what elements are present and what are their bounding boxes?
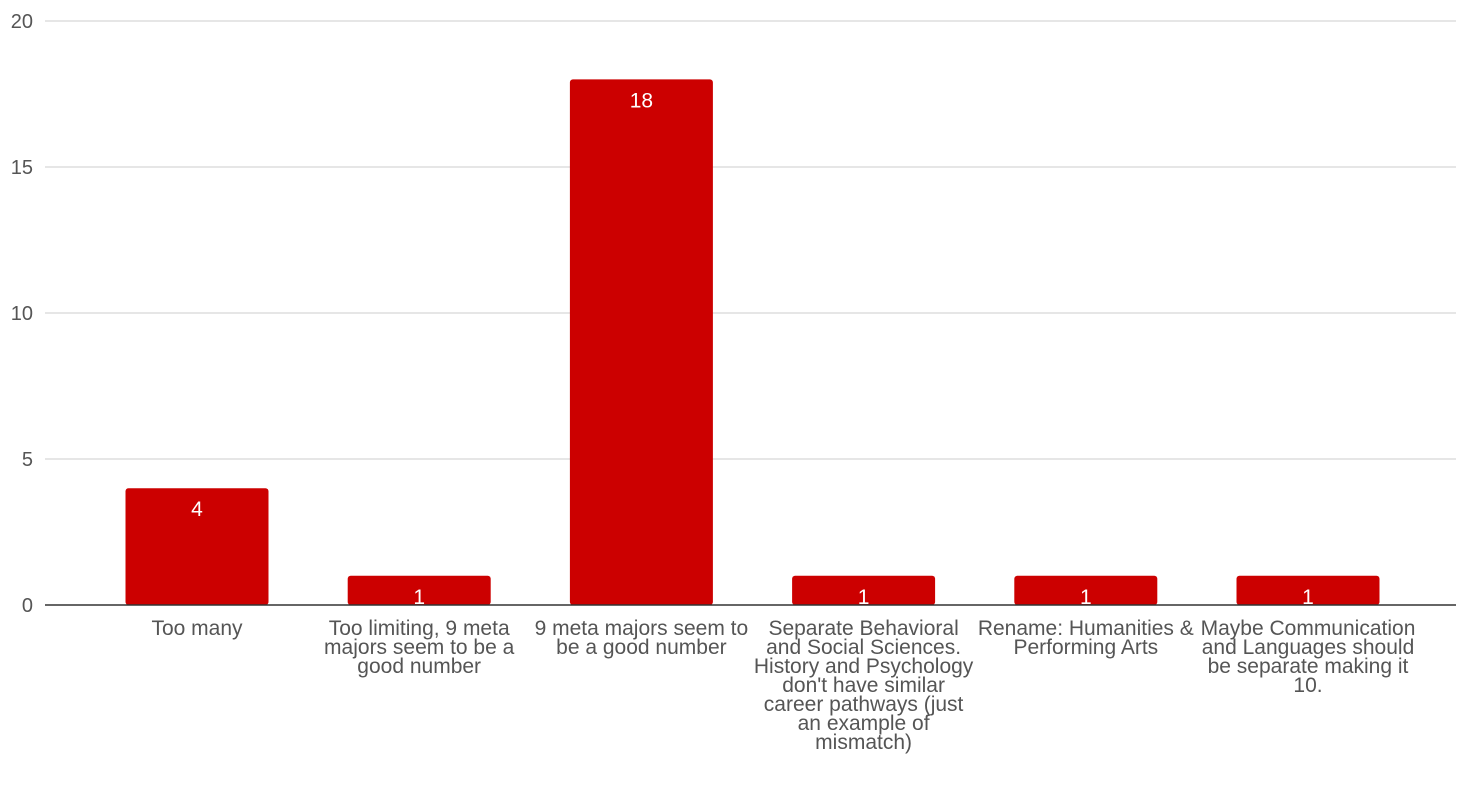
x-tick-label: Too limiting, 9 meta majors seem to be a… [324,617,515,678]
bar [347,575,491,605]
data-label: 18 [630,89,653,112]
data-label: 4 [191,498,203,521]
y-tick-label: 20 [11,11,33,33]
x-tick-label: Too many [151,617,243,640]
x-tick-label: Rename: Humanities & Performing Arts [977,617,1194,659]
bar [569,79,713,605]
bar [125,488,269,605]
y-tick-label: 10 [11,303,33,325]
y-tick-label: 5 [22,449,33,471]
y-tick-label: 0 [22,595,33,617]
data-label: 1 [858,586,870,609]
x-tick-label: Separate Behavioral and Social Sciences.… [753,617,974,754]
y-tick-label: 15 [11,157,33,179]
bar [1014,575,1158,605]
bar [1236,575,1380,605]
x-tick-label: 9 meta majors seem to be a good number [534,617,749,659]
data-label: 1 [413,586,425,609]
data-label: 1 [1302,586,1314,609]
bar [792,575,936,605]
data-label: 1 [1080,586,1092,609]
x-tick-label: Maybe Communication and Languages should… [1200,617,1416,697]
